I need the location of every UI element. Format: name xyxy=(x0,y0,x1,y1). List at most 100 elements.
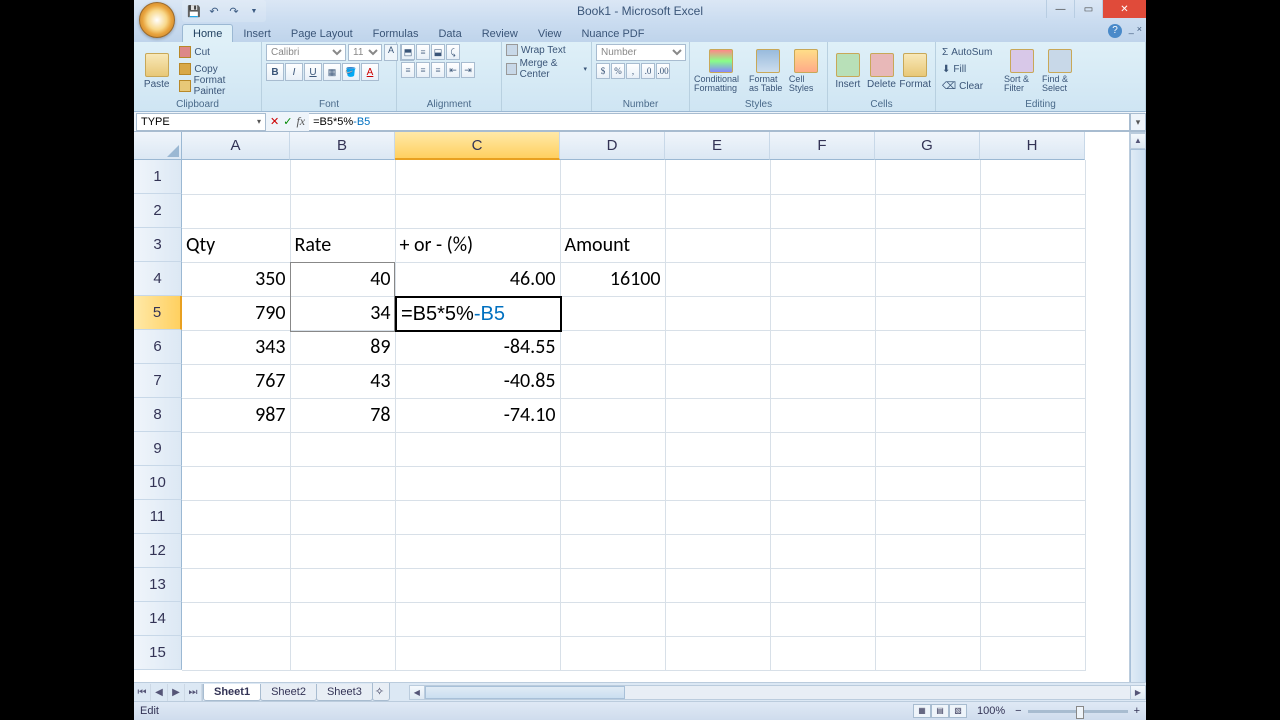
minimize-button[interactable]: — xyxy=(1046,0,1074,18)
cell-D12[interactable] xyxy=(560,534,665,568)
align-right-icon[interactable]: ≡ xyxy=(431,62,445,78)
indent-dec-icon[interactable]: ⇤ xyxy=(446,62,460,78)
name-box[interactable]: TYPE xyxy=(136,113,266,131)
cell-F11[interactable] xyxy=(770,500,875,534)
cell-G9[interactable] xyxy=(875,432,980,466)
cell-E15[interactable] xyxy=(665,636,770,670)
cell-A9[interactable] xyxy=(182,432,290,466)
cell-F13[interactable] xyxy=(770,568,875,602)
cell-H2[interactable] xyxy=(980,194,1085,228)
cell-E10[interactable] xyxy=(665,466,770,500)
vscroll-thumb[interactable] xyxy=(1130,149,1146,682)
tab-home[interactable]: Home xyxy=(182,24,233,42)
cell-H4[interactable] xyxy=(980,262,1085,296)
cell-F8[interactable] xyxy=(770,398,875,432)
percent-icon[interactable]: % xyxy=(611,63,625,79)
cell-A6[interactable]: 343 xyxy=(182,330,290,364)
cell-C6[interactable]: -84.55 xyxy=(395,330,560,364)
sheet-tab-1[interactable]: Sheet1 xyxy=(203,684,261,701)
vertical-scrollbar[interactable]: ▲ ▼ xyxy=(1129,133,1146,682)
cancel-formula-icon[interactable]: ✕ xyxy=(270,115,279,128)
cut-button[interactable]: Cut xyxy=(177,44,257,60)
cell-G6[interactable] xyxy=(875,330,980,364)
col-header-E[interactable]: E xyxy=(665,132,770,160)
cell-G4[interactable] xyxy=(875,262,980,296)
orientation-icon[interactable]: ⤹ xyxy=(446,44,460,60)
cell-G12[interactable] xyxy=(875,534,980,568)
zoom-level[interactable]: 100% xyxy=(977,705,1005,717)
cell-B3[interactable]: Rate xyxy=(290,228,395,262)
cell-D3[interactable]: Amount xyxy=(560,228,665,262)
undo-icon[interactable]: ↶ xyxy=(206,3,222,19)
wrap-text-button[interactable]: Wrap Text xyxy=(506,44,566,56)
col-header-B[interactable]: B xyxy=(290,132,395,160)
cell-A3[interactable]: Qty xyxy=(182,228,290,262)
cell-H3[interactable] xyxy=(980,228,1085,262)
inc-decimal-icon[interactable]: .0 xyxy=(641,63,655,79)
view-normal-icon[interactable]: ▦ xyxy=(913,704,931,718)
clear-button[interactable]: ⌫Clear xyxy=(940,78,1002,94)
tab-nuance-pdf[interactable]: Nuance PDF xyxy=(571,25,654,42)
col-header-C[interactable]: C xyxy=(395,132,560,160)
cell-B14[interactable] xyxy=(290,602,395,636)
cell-D9[interactable] xyxy=(560,432,665,466)
view-layout-icon[interactable]: ▤ xyxy=(931,704,949,718)
cell-D6[interactable] xyxy=(560,330,665,364)
maximize-button[interactable]: ▭ xyxy=(1074,0,1102,18)
cell-E3[interactable] xyxy=(665,228,770,262)
cell-C11[interactable] xyxy=(395,500,560,534)
cell-A4[interactable]: 350 xyxy=(182,262,290,296)
row-header-8[interactable]: 8 xyxy=(134,398,182,432)
cell-C2[interactable] xyxy=(395,194,560,228)
help-icon[interactable]: ? xyxy=(1108,24,1122,38)
tab-review[interactable]: Review xyxy=(472,25,528,42)
tab-insert[interactable]: Insert xyxy=(233,25,281,42)
underline-button[interactable]: U xyxy=(304,63,322,81)
horizontal-scrollbar[interactable]: ◀ ▶ xyxy=(409,685,1146,700)
cell-F3[interactable] xyxy=(770,228,875,262)
currency-icon[interactable]: $ xyxy=(596,63,610,79)
row-header-4[interactable]: 4 xyxy=(134,262,182,296)
cell-A14[interactable] xyxy=(182,602,290,636)
delete-cells-button[interactable]: Delete xyxy=(866,44,898,98)
cell-E7[interactable] xyxy=(665,364,770,398)
fill-button[interactable]: ⬇Fill xyxy=(940,61,1002,77)
tab-formulas[interactable]: Formulas xyxy=(363,25,429,42)
cell-F10[interactable] xyxy=(770,466,875,500)
cell-D7[interactable] xyxy=(560,364,665,398)
cell-A8[interactable]: 987 xyxy=(182,398,290,432)
cell-D11[interactable] xyxy=(560,500,665,534)
font-color-button[interactable]: A xyxy=(361,63,379,81)
zoom-out-button[interactable]: − xyxy=(1015,705,1021,717)
row-header-11[interactable]: 11 xyxy=(134,500,182,534)
cell-D13[interactable] xyxy=(560,568,665,602)
scroll-right-icon[interactable]: ▶ xyxy=(1130,685,1146,700)
cell-C15[interactable] xyxy=(395,636,560,670)
cell-E4[interactable] xyxy=(665,262,770,296)
cell-C8[interactable]: -74.10 xyxy=(395,398,560,432)
col-header-D[interactable]: D xyxy=(560,132,665,160)
cell-D5[interactable] xyxy=(560,296,665,330)
sheet-nav-next-icon[interactable]: ▶ xyxy=(168,684,185,701)
ribbon-close-icon[interactable]: × xyxy=(1137,24,1142,34)
close-button[interactable]: ✕ xyxy=(1102,0,1146,18)
row-header-13[interactable]: 13 xyxy=(134,568,182,602)
cell-G7[interactable] xyxy=(875,364,980,398)
cell-A15[interactable] xyxy=(182,636,290,670)
cell-G15[interactable] xyxy=(875,636,980,670)
find-select-button[interactable]: Find & Select xyxy=(1042,44,1078,98)
cell-E8[interactable] xyxy=(665,398,770,432)
cell-C1[interactable] xyxy=(395,160,560,194)
scroll-left-icon[interactable]: ◀ xyxy=(409,685,425,700)
cell-E13[interactable] xyxy=(665,568,770,602)
align-top-icon[interactable]: ⬒ xyxy=(401,44,415,60)
cell-H12[interactable] xyxy=(980,534,1085,568)
font-family-select[interactable]: Calibri xyxy=(266,44,346,61)
cell-B6[interactable]: 89 xyxy=(290,330,395,364)
cell-B5[interactable]: 34 xyxy=(290,296,395,330)
ribbon-minimize-icon[interactable]: _ xyxy=(1129,24,1134,34)
cell-H11[interactable] xyxy=(980,500,1085,534)
cell-H1[interactable] xyxy=(980,160,1085,194)
tab-page-layout[interactable]: Page Layout xyxy=(281,25,363,42)
cell-styles-button[interactable]: Cell Styles xyxy=(789,44,823,98)
